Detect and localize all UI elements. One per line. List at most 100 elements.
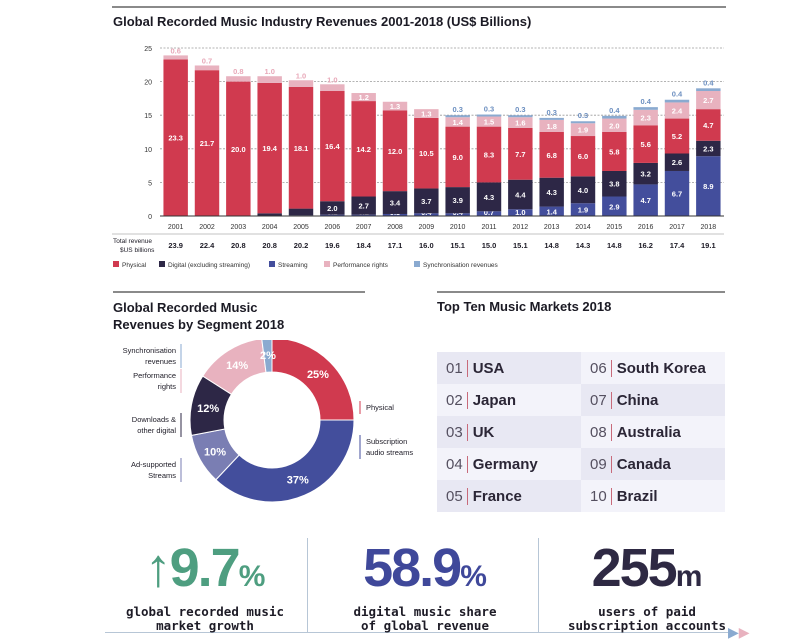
- bar-segment-physical: [226, 81, 251, 216]
- bar-value-label: 5.6: [640, 140, 650, 149]
- market-rank: 04: [446, 455, 468, 473]
- x-tick-label: 2002: [199, 224, 215, 231]
- bar-segment-sync: [633, 107, 658, 110]
- market-item: 10 Brazil: [581, 480, 725, 512]
- subscribers-unit: m: [675, 560, 703, 593]
- total-value: 23.9: [168, 241, 183, 250]
- bar-segment-streaming: [602, 196, 627, 216]
- bar-segment-performance: [633, 109, 658, 126]
- bar-segment-digital: [696, 140, 721, 157]
- bar-segment-performance: [508, 117, 533, 128]
- y-tick-label: 10: [144, 147, 152, 154]
- x-tick-label: 2014: [575, 224, 591, 231]
- bar-value-label: 1.0: [327, 75, 337, 84]
- next-page-button[interactable]: ▶▶: [728, 624, 750, 640]
- donut-label-physical: Physical: [366, 403, 394, 412]
- total-value: 15.1: [513, 241, 528, 250]
- bar-value-label: 1.0: [515, 208, 525, 217]
- x-tick-label: 2008: [387, 224, 403, 231]
- bar-value-label: 23.3: [168, 134, 183, 143]
- total-value: 14.8: [544, 241, 559, 250]
- bar-segment-physical: [570, 136, 596, 177]
- market-item: 03 UK: [437, 416, 581, 448]
- bar-segment-streaming: [508, 209, 533, 216]
- market-rank: 03: [446, 423, 468, 441]
- bar-segment-streaming: [664, 170, 690, 216]
- market-rank: 09: [590, 455, 612, 473]
- bar-segment-digital: [508, 179, 533, 210]
- donut-value-label: 10%: [204, 446, 226, 458]
- bar-segment-performance: [320, 84, 345, 92]
- bar-segment-performance: [382, 101, 408, 111]
- bar-segment-streaming: [633, 184, 658, 216]
- bar-segment-streaming: [445, 213, 470, 216]
- bar-segment-physical: [508, 127, 533, 180]
- market-name: China: [616, 391, 659, 409]
- bar-segment-digital: [539, 177, 564, 207]
- bar-value-label: 9.0: [452, 153, 462, 162]
- bar-segment-performance: [539, 119, 564, 132]
- market-item: 01 USA: [437, 352, 581, 384]
- bar-segment-performance: [664, 102, 690, 119]
- bar-value-label: 4.7: [703, 121, 713, 130]
- bar-value-label: 1.9: [578, 126, 588, 135]
- bar-value-label: 4.0: [578, 186, 588, 195]
- donut-label-performance: Performance: [133, 371, 176, 380]
- bar-value-label: 0.4: [609, 106, 620, 115]
- bar-segment-streaming: [351, 214, 376, 216]
- bar-segment-performance: [602, 118, 627, 132]
- market-name: Australia: [616, 423, 681, 441]
- total-value: 17.1: [388, 241, 403, 250]
- bar-segment-sync: [508, 115, 533, 118]
- donut-value-label: 25%: [307, 369, 329, 381]
- total-value: 19.1: [701, 241, 716, 250]
- bar-value-label: 2.9: [609, 202, 619, 211]
- donut-label-ad_streams: Ad-supported: [131, 460, 176, 469]
- markets-rule: [437, 291, 725, 293]
- subscribers-value: 255: [591, 538, 678, 598]
- markets-table: 01 USA 06 South Korea 02 Japan 07 China 03 UK 08 Au…: [437, 352, 725, 512]
- bar-value-label: 8.9: [703, 182, 713, 191]
- market-name: Japan: [472, 391, 517, 409]
- market-rank: 01: [446, 359, 468, 377]
- bar-value-label: 8.3: [484, 151, 494, 160]
- bar-segment-performance: [570, 123, 596, 137]
- market-name: Brazil: [616, 487, 658, 505]
- market-rank: 06: [590, 359, 612, 377]
- x-tick-label: 2003: [231, 224, 247, 231]
- bar-value-label: 5.8: [609, 147, 619, 156]
- x-tick-label: 2011: [481, 224, 496, 231]
- market-rank: 08: [590, 423, 612, 441]
- bar-value-label: 5.2: [672, 132, 682, 141]
- digital-caption-1: digital music share: [353, 604, 497, 619]
- market-item: 04 Germany: [437, 448, 581, 480]
- growth-caption-2: market growth: [156, 618, 254, 633]
- bar-value-label: 6.0: [578, 152, 588, 161]
- bar-value-label: 4.7: [640, 196, 650, 205]
- totals-label: $US billions: [120, 247, 155, 254]
- total-value: 15.1: [450, 241, 465, 250]
- bar-segment-sync: [476, 114, 502, 117]
- bar-value-label: 0.3: [546, 108, 556, 117]
- bar-value-label: 7.7: [515, 150, 525, 159]
- bar-segment-physical: [351, 101, 376, 197]
- stat-growth: ↑9.7% global recorded music market growt…: [105, 540, 305, 633]
- donut-label-streaming: audio streams: [366, 448, 413, 457]
- bar-segment-physical: [539, 132, 564, 178]
- x-tick-label: 2010: [450, 224, 466, 231]
- bar-segment-sync: [570, 121, 596, 124]
- market-rank: 07: [590, 391, 612, 409]
- market-rank: 10: [590, 487, 612, 505]
- x-tick-label: 2016: [638, 224, 654, 231]
- bar-value-label: 0.3: [578, 111, 588, 120]
- bar-value-label: 19.4: [262, 144, 277, 153]
- donut-chart: 25% 37% 10% 12% 14% 2% Physical Subscription aud…: [123, 340, 413, 503]
- bar-segment-physical: [414, 117, 439, 189]
- growth-caption-1: global recorded music: [125, 604, 285, 619]
- bar-value-label: 2.3: [640, 114, 650, 123]
- bar-segment-digital: [602, 170, 627, 197]
- stats-divider-2: [538, 538, 539, 633]
- donut-value-label: 2%: [260, 350, 276, 362]
- market-name: Germany: [472, 455, 538, 473]
- market-item: 08 Australia: [581, 416, 725, 448]
